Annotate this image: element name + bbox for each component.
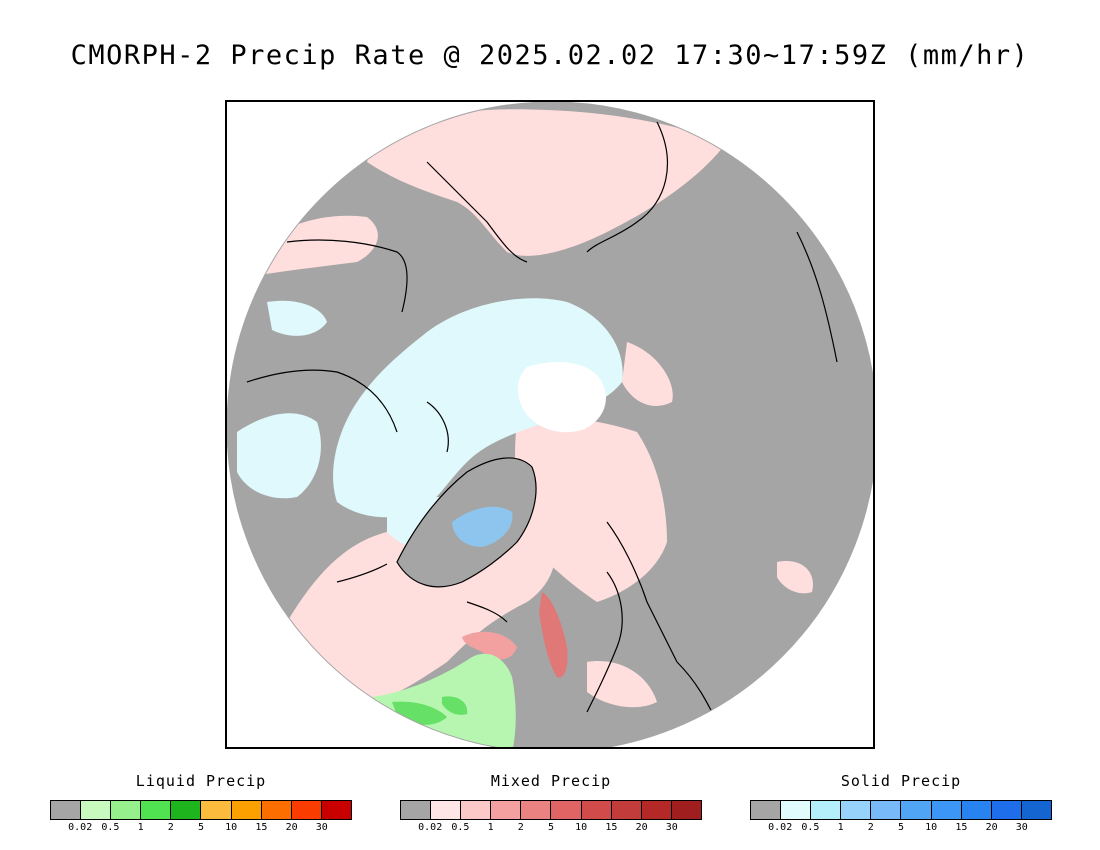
legend-colorbar [750, 800, 1052, 820]
legend-mixed: Mixed Precip 0.02 0.5 1 2 5 10 15 20 30 [400, 772, 702, 836]
legend-swatch [781, 801, 812, 819]
legend-ticks: 0.02 0.5 1 2 5 10 15 20 30 [400, 822, 702, 836]
legend-title: Mixed Precip [490, 772, 612, 790]
legend-swatch [841, 801, 872, 819]
mixed-precip-band-norway-sea [539, 592, 568, 678]
legend-tick-label: 30 [315, 822, 328, 833]
polar-map [225, 100, 875, 749]
map-title: CMORPH-2 Precip Rate @ 2025.02.02 17:30~… [70, 40, 1030, 71]
legend-swatch [751, 801, 782, 819]
legend-swatch [321, 801, 351, 819]
legend-swatch [81, 801, 112, 819]
legend-swatch [291, 801, 322, 819]
legend-swatch [141, 801, 172, 819]
legend-solid: Solid Precip 0.02 0.5 1 2 5 10 15 20 30 [750, 772, 1052, 836]
legend-colorbar [50, 800, 352, 820]
legend-tick-label: 2 [517, 822, 524, 833]
legend-tick-label: 5 [197, 822, 205, 833]
legend-tick-label: 1 [137, 822, 144, 833]
legend-tick-label: 2 [867, 822, 874, 833]
legend-swatch [171, 801, 202, 819]
legend-tick-label: 20 [285, 822, 298, 833]
legend-swatch [901, 801, 932, 819]
legend-tick-label: 10 [575, 822, 588, 833]
legend-tick-label: 15 [255, 822, 268, 833]
legend-tick-label: 15 [955, 822, 968, 833]
legend-swatch [51, 801, 82, 819]
legend-tick-label: 20 [635, 822, 648, 833]
legend-tick-label: 0.5 [451, 822, 470, 833]
legend-swatch [871, 801, 902, 819]
legend-tick-label: 30 [665, 822, 678, 833]
legend-swatch [1021, 801, 1051, 819]
legend-tick-label: 0.5 [801, 822, 820, 833]
legend-swatch [231, 801, 262, 819]
solid-precip-medium-area [452, 506, 513, 547]
legend-ticks: 0.02 0.5 1 2 5 10 15 20 30 [750, 822, 1052, 836]
legend-swatch [811, 801, 842, 819]
legend-title: Liquid Precip [135, 772, 267, 790]
legend-swatch [931, 801, 962, 819]
legend-swatch [261, 801, 292, 819]
legend-tick-label: 10 [925, 822, 938, 833]
legend-swatch [961, 801, 992, 819]
legend-tick-label: 10 [225, 822, 238, 833]
pole-no-data [517, 362, 606, 433]
legend-swatch [521, 801, 552, 819]
legend-swatch [461, 801, 492, 819]
legend-tick-label: 5 [547, 822, 555, 833]
legend-tick-label: 15 [605, 822, 618, 833]
legend-swatch [671, 801, 701, 819]
legend-colorbar [400, 800, 702, 820]
legend-swatch [611, 801, 642, 819]
legend-swatch [111, 801, 142, 819]
legend-tick-label: 0.5 [101, 822, 120, 833]
legend-tick-label: 1 [837, 822, 844, 833]
legend-tick-label: 1 [487, 822, 494, 833]
legend-tick-label: 5 [897, 822, 905, 833]
legend-title: Solid Precip [840, 772, 962, 790]
legend-tick-label: 30 [1015, 822, 1028, 833]
legend-tick-label: 0.02 [418, 822, 443, 833]
legend-swatch [641, 801, 672, 819]
legend-swatch [491, 801, 522, 819]
legend-swatch [201, 801, 232, 819]
legend-swatch [401, 801, 432, 819]
legend-swatch [991, 801, 1022, 819]
legend-swatch [431, 801, 462, 819]
legend-liquid: Liquid Precip 0.02 0.5 1 2 5 10 15 20 30 [50, 772, 352, 836]
coastlines [246, 121, 838, 723]
mixed-precip-band-atlantic [462, 631, 517, 660]
polar-map-canvas [227, 102, 873, 747]
legend-tick-label: 0.02 [68, 822, 93, 833]
legend-tick-label: 20 [985, 822, 998, 833]
legend-ticks: 0.02 0.5 1 2 5 10 15 20 30 [50, 822, 352, 836]
legend-tick-label: 0.02 [768, 822, 793, 833]
legend-swatch [581, 801, 612, 819]
legend-swatch [551, 801, 582, 819]
legend-tick-label: 2 [167, 822, 174, 833]
